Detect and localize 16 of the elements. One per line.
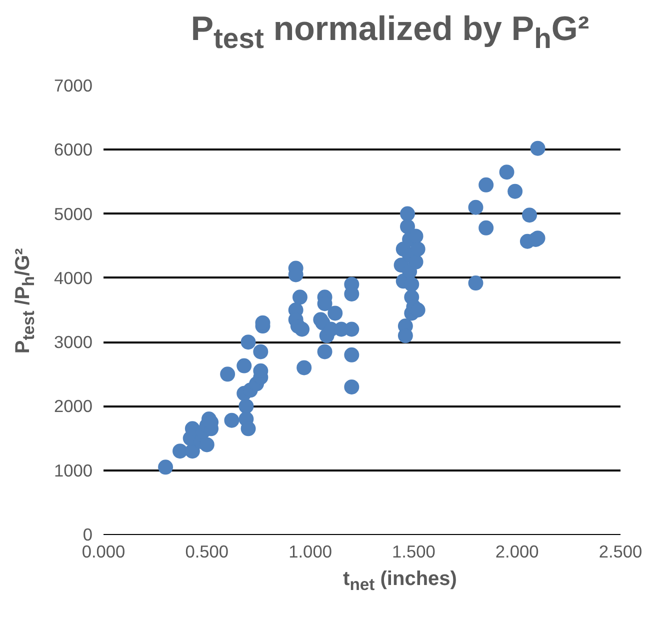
y-tick-label: 0: [82, 524, 93, 544]
x-tick-label: 1.000: [288, 542, 332, 562]
x-axis-title: t$_{net}$ (inches): [343, 567, 457, 596]
y-tick-label: 4000: [54, 268, 93, 288]
y-tick-label: 2000: [54, 396, 93, 416]
x-tick-label: 1.500: [392, 542, 436, 562]
chart-title: P$_{test}$ normalized by P$_{h}$G²: [190, 9, 590, 57]
y-tick-label: 1000: [54, 460, 93, 480]
x-tick-label: 0.000: [82, 542, 126, 562]
x-tick-label: 2.500: [598, 542, 642, 562]
y-tick-label: 6000: [54, 140, 93, 160]
x-tick-label: 0.500: [185, 542, 229, 562]
x-tick-label: 2.000: [495, 542, 539, 562]
y-tick-label: 7000: [54, 76, 93, 96]
y-tick-label: 5000: [54, 204, 93, 224]
y-tick-label: 3000: [54, 332, 93, 352]
